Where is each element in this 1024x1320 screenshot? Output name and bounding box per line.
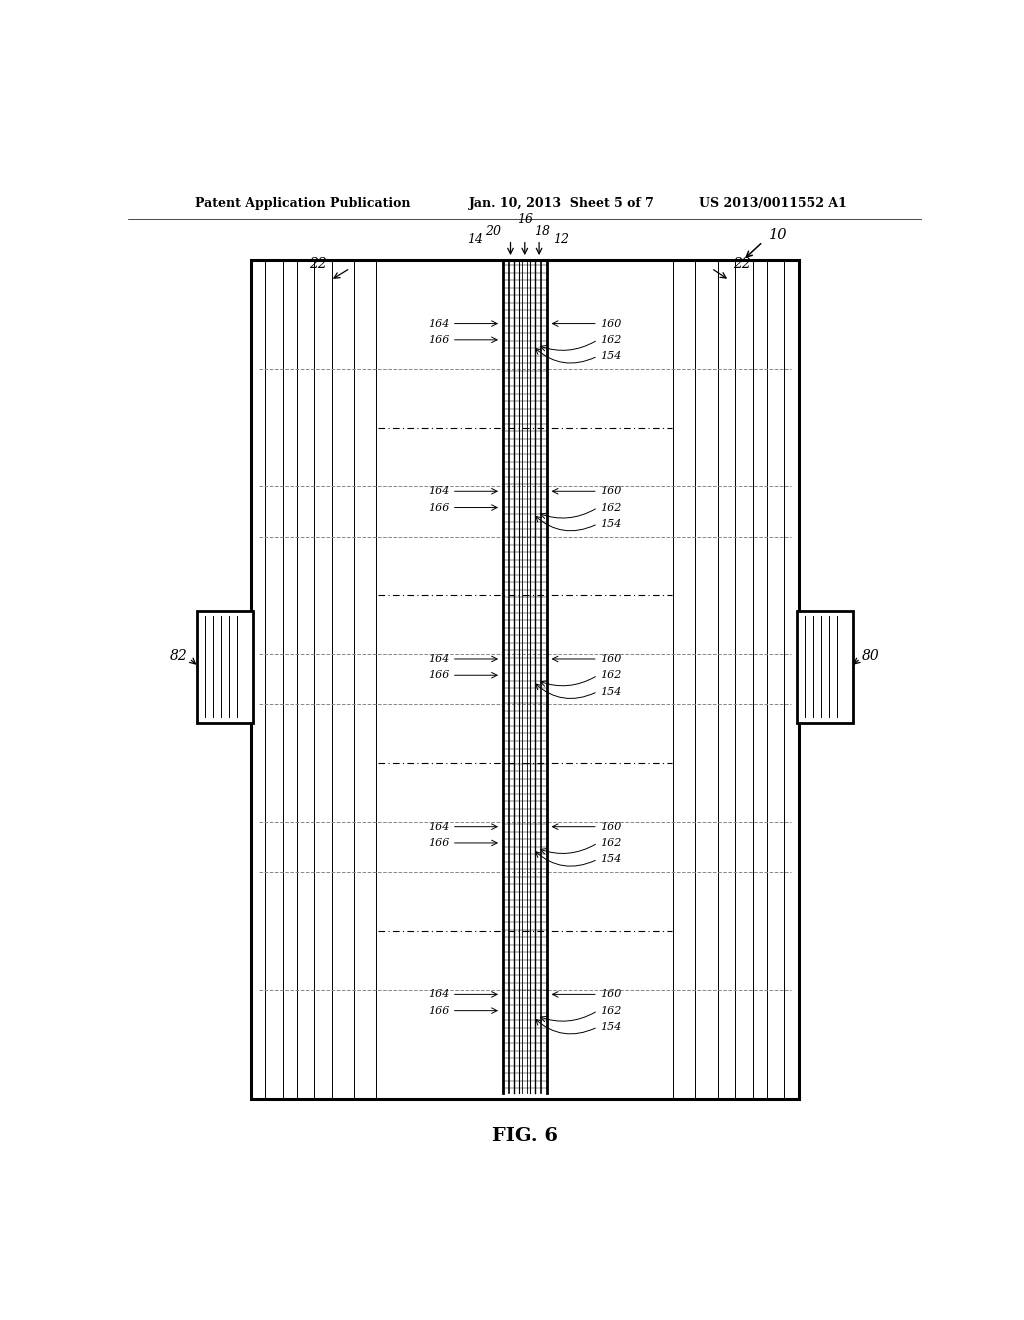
Text: 160: 160 bbox=[600, 653, 622, 664]
Text: 22: 22 bbox=[733, 257, 751, 271]
Text: 12: 12 bbox=[553, 234, 569, 247]
Text: 166: 166 bbox=[428, 335, 450, 345]
Bar bbox=[678, 263, 700, 1097]
Text: 166: 166 bbox=[428, 838, 450, 847]
Bar bbox=[197, 611, 253, 722]
Text: 164: 164 bbox=[428, 821, 450, 832]
Text: 22: 22 bbox=[309, 257, 327, 271]
Text: 160: 160 bbox=[600, 486, 622, 496]
Text: 160: 160 bbox=[600, 318, 622, 329]
Text: 14: 14 bbox=[468, 234, 483, 247]
Bar bbox=[719, 263, 736, 1097]
Text: 154: 154 bbox=[600, 351, 622, 362]
Text: Patent Application Publication: Patent Application Publication bbox=[196, 197, 411, 210]
Text: 162: 162 bbox=[600, 1006, 622, 1015]
Text: 160: 160 bbox=[600, 990, 622, 999]
Text: FIG. 6: FIG. 6 bbox=[492, 1127, 558, 1146]
Text: 154: 154 bbox=[600, 1022, 622, 1032]
Bar bbox=[283, 263, 297, 1097]
Text: 162: 162 bbox=[600, 335, 622, 345]
Bar bbox=[314, 263, 332, 1097]
Bar bbox=[251, 260, 799, 1098]
Text: 16: 16 bbox=[517, 213, 532, 226]
Bar bbox=[784, 263, 799, 1097]
Text: 160: 160 bbox=[600, 821, 622, 832]
Text: US 2013/0011552 A1: US 2013/0011552 A1 bbox=[699, 197, 847, 210]
Text: 10: 10 bbox=[769, 227, 787, 242]
Text: 154: 154 bbox=[600, 686, 622, 697]
Text: 162: 162 bbox=[600, 671, 622, 680]
Text: 166: 166 bbox=[428, 1006, 450, 1015]
Bar bbox=[797, 611, 853, 722]
Text: 20: 20 bbox=[485, 226, 501, 238]
Text: 164: 164 bbox=[428, 990, 450, 999]
Text: 166: 166 bbox=[428, 503, 450, 512]
Text: 80: 80 bbox=[862, 649, 880, 664]
Text: 164: 164 bbox=[428, 318, 450, 329]
Text: 154: 154 bbox=[600, 854, 622, 865]
Text: 82: 82 bbox=[170, 649, 187, 664]
Text: 18: 18 bbox=[535, 226, 550, 238]
Text: Jan. 10, 2013  Sheet 5 of 7: Jan. 10, 2013 Sheet 5 of 7 bbox=[469, 197, 655, 210]
Bar bbox=[354, 263, 377, 1097]
Text: 162: 162 bbox=[600, 503, 622, 512]
Text: 164: 164 bbox=[428, 486, 450, 496]
Text: 162: 162 bbox=[600, 838, 622, 847]
Text: 166: 166 bbox=[428, 671, 450, 680]
Text: 154: 154 bbox=[600, 519, 622, 529]
Text: 164: 164 bbox=[428, 653, 450, 664]
Bar bbox=[251, 263, 265, 1097]
Bar bbox=[753, 263, 767, 1097]
